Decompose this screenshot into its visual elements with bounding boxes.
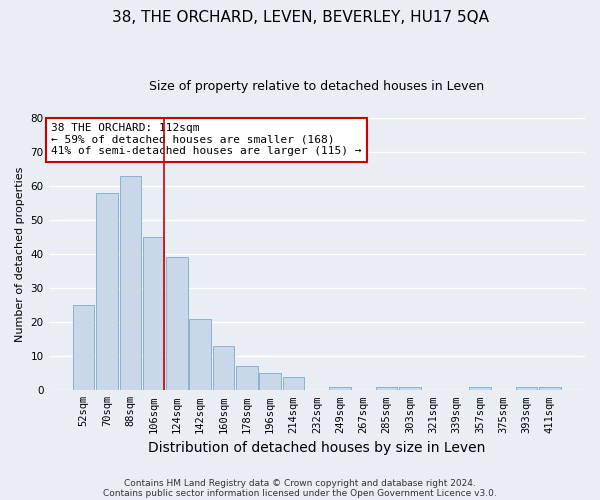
Bar — [469, 387, 491, 390]
Bar — [539, 387, 560, 390]
Bar — [73, 305, 94, 390]
Bar — [96, 192, 118, 390]
Text: Contains public sector information licensed under the Open Government Licence v3: Contains public sector information licen… — [103, 488, 497, 498]
Bar — [283, 376, 304, 390]
Bar — [399, 387, 421, 390]
Text: 38 THE ORCHARD: 112sqm
← 59% of detached houses are smaller (168)
41% of semi-de: 38 THE ORCHARD: 112sqm ← 59% of detached… — [51, 123, 362, 156]
Text: 38, THE ORCHARD, LEVEN, BEVERLEY, HU17 5QA: 38, THE ORCHARD, LEVEN, BEVERLEY, HU17 5… — [112, 10, 488, 25]
Bar — [376, 387, 397, 390]
X-axis label: Distribution of detached houses by size in Leven: Distribution of detached houses by size … — [148, 441, 485, 455]
Title: Size of property relative to detached houses in Leven: Size of property relative to detached ho… — [149, 80, 484, 93]
Bar — [143, 237, 164, 390]
Bar — [329, 387, 351, 390]
Text: Contains HM Land Registry data © Crown copyright and database right 2024.: Contains HM Land Registry data © Crown c… — [124, 478, 476, 488]
Bar — [213, 346, 234, 391]
Bar — [190, 319, 211, 390]
Bar — [516, 387, 538, 390]
Bar — [119, 176, 141, 390]
Bar — [236, 366, 257, 390]
Bar — [166, 258, 188, 390]
Y-axis label: Number of detached properties: Number of detached properties — [15, 166, 25, 342]
Bar — [259, 374, 281, 390]
